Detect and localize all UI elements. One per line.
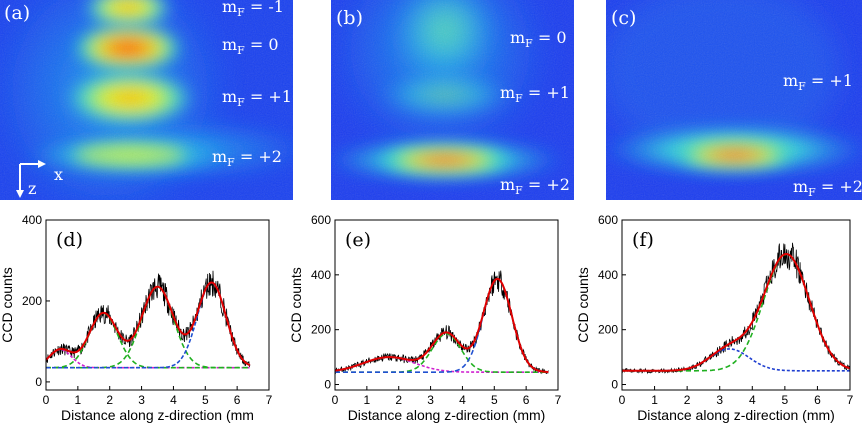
x-tick-label: 7 — [847, 393, 854, 407]
plot-frame — [334, 219, 559, 391]
x-tick-label: 6 — [523, 393, 530, 407]
absorption-image-b: (b) mF = 0 mF = +1 mF = +2 — [331, 0, 574, 200]
x-tick-label: 0 — [43, 393, 50, 407]
axis-arrows-icon — [16, 160, 46, 198]
y-axis-title: CCD counts — [0, 267, 15, 342]
state-label: mF = +2 — [212, 147, 282, 169]
x-tick-label: 1 — [75, 393, 82, 407]
x-tick-label: 2 — [395, 393, 402, 407]
y-tick-label: 400 — [22, 213, 42, 227]
panel-label-a: (a) — [4, 2, 30, 24]
plot-d: 0 1 2 3 4 5 6 7 0 200 400 Distance along z-directio… — [0, 213, 273, 423]
x-tick-label: 7 — [555, 393, 562, 407]
fit-component-line — [46, 281, 251, 369]
absorption-image-c: (c) mF = +1 mF = +2 — [606, 0, 862, 200]
x-tick-label: 1 — [364, 393, 371, 407]
state-label: mF = +2 — [500, 175, 570, 197]
x-axis-title: Distance along z-direction (mm) — [637, 407, 835, 423]
state-label: mF = +1 — [500, 83, 570, 105]
x-tick-label: 0 — [619, 393, 626, 407]
state-label: mF = +1 — [783, 71, 853, 93]
y-tick-label: 0 — [324, 378, 331, 392]
x-axis-label: x — [54, 165, 63, 184]
y-tick-label: 600 — [311, 213, 331, 227]
state-label: mF = +1 — [222, 87, 292, 109]
fit-component-line — [335, 278, 549, 373]
y-tick-label: 0 — [35, 375, 42, 389]
plot-e: 0 1 2 3 4 5 6 7 0 200 400 600 Distance along z-direc… — [288, 213, 562, 423]
y-axis-title: CCD counts — [575, 267, 591, 342]
y-tick-label: 600 — [598, 213, 618, 227]
data-trace — [334, 270, 549, 375]
plot-f: 0 1 2 3 4 5 6 7 0 200 400 600 Distance along z-direc… — [575, 213, 854, 423]
fit-total-line — [622, 252, 851, 372]
fit-total-line — [334, 277, 549, 373]
x-tick-label: 5 — [782, 393, 789, 407]
x-tick-label: 6 — [234, 393, 241, 407]
plot-frame — [45, 219, 270, 391]
y-tick-label: 200 — [598, 323, 618, 337]
state-label: mF = 0 — [222, 35, 279, 57]
y-tick-label: 200 — [22, 294, 42, 308]
x-tick-label: 3 — [138, 393, 145, 407]
x-tick-label: 3 — [427, 393, 434, 407]
panel-label-b: (b) — [336, 7, 363, 29]
x-tick-label: 4 — [459, 393, 466, 407]
x-tick-label: 1 — [651, 393, 658, 407]
plot-panel-label: (d) — [56, 229, 83, 251]
x-tick-label: 3 — [716, 393, 723, 407]
absorption-image-a: (a) mF = -1 mF = 0 mF = +1 mF = +2 x z — [0, 0, 293, 200]
x-axis-title: Distance along z-direction (mm — [61, 407, 254, 423]
fit-component-line — [622, 348, 850, 372]
x-tick-label: 7 — [266, 393, 273, 407]
x-tick-label: 2 — [106, 393, 113, 407]
y-tick-label: 400 — [311, 268, 331, 282]
plot-panel-label: (e) — [345, 229, 371, 251]
state-label: mF = +2 — [793, 177, 862, 199]
state-label: mF = -1 — [222, 0, 284, 19]
y-tick-label: 0 — [611, 378, 618, 392]
x-axis-title: Distance along z-direction (mm) — [348, 407, 546, 423]
x-tick-label: 2 — [684, 393, 691, 407]
panel-label-c: (c) — [611, 7, 636, 29]
z-axis-label: z — [28, 179, 36, 198]
data-trace — [621, 242, 851, 375]
fit-component-line — [46, 312, 250, 369]
x-tick-label: 0 — [332, 393, 339, 407]
state-label: mF = 0 — [510, 28, 567, 50]
x-tick-label: 5 — [491, 393, 498, 407]
plot-panel-label: (f) — [632, 229, 654, 251]
fit-component-line — [622, 253, 851, 372]
x-tick-label: 4 — [170, 393, 177, 407]
y-tick-label: 200 — [311, 323, 331, 337]
y-tick-label: 400 — [598, 268, 618, 282]
x-tick-label: 5 — [202, 393, 209, 407]
x-tick-label: 6 — [814, 393, 821, 407]
plot-frame — [621, 219, 851, 391]
fit-component-line — [334, 356, 549, 373]
fit-total-line — [45, 281, 251, 367]
y-axis-title: CCD counts — [288, 267, 304, 342]
x-tick-label: 4 — [749, 393, 756, 407]
